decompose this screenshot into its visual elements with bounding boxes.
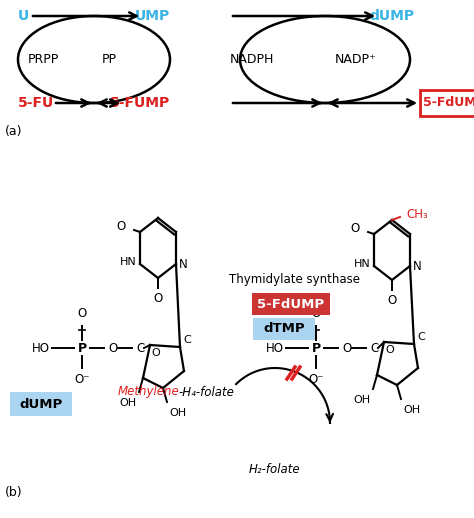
Text: O: O bbox=[342, 341, 351, 354]
Text: C: C bbox=[417, 332, 425, 342]
Text: NADPH: NADPH bbox=[230, 53, 274, 66]
Text: O: O bbox=[152, 348, 160, 358]
Text: 5-FdUMP: 5-FdUMP bbox=[423, 96, 474, 109]
Text: O: O bbox=[386, 345, 394, 355]
Text: HN: HN bbox=[120, 257, 137, 267]
Text: dTMP: dTMP bbox=[263, 323, 305, 336]
Text: 5-FU: 5-FU bbox=[18, 96, 54, 110]
Text: NADP⁺: NADP⁺ bbox=[335, 53, 377, 66]
Text: O: O bbox=[387, 294, 397, 307]
Text: 5-FdUMP: 5-FdUMP bbox=[257, 297, 325, 310]
Text: (a): (a) bbox=[5, 125, 22, 138]
Text: UMP: UMP bbox=[135, 9, 170, 23]
Text: P: P bbox=[311, 341, 320, 354]
Text: C: C bbox=[136, 341, 144, 354]
Text: Thymidylate synthase: Thymidylate synthase bbox=[229, 274, 361, 286]
Text: C: C bbox=[370, 341, 378, 354]
Text: dUMP: dUMP bbox=[370, 9, 415, 23]
Text: O⁻: O⁻ bbox=[74, 373, 90, 386]
Text: OH: OH bbox=[354, 395, 371, 405]
Text: O: O bbox=[77, 307, 87, 320]
FancyBboxPatch shape bbox=[253, 318, 315, 340]
Text: CH₃: CH₃ bbox=[406, 208, 428, 221]
Text: 5-FUMP: 5-FUMP bbox=[110, 96, 170, 110]
Text: -H₄-folate: -H₄-folate bbox=[178, 385, 234, 398]
Text: H₂-folate: H₂-folate bbox=[249, 463, 301, 476]
Text: O: O bbox=[351, 222, 360, 235]
Text: (b): (b) bbox=[5, 486, 23, 499]
Text: C: C bbox=[183, 335, 191, 345]
Text: OH: OH bbox=[120, 398, 137, 408]
Text: OH: OH bbox=[403, 405, 420, 415]
FancyBboxPatch shape bbox=[10, 392, 72, 416]
Text: O: O bbox=[311, 307, 320, 320]
Text: O: O bbox=[108, 341, 117, 354]
Text: HN: HN bbox=[354, 259, 371, 269]
Text: O⁻: O⁻ bbox=[308, 373, 324, 386]
Text: N: N bbox=[413, 260, 422, 272]
Text: PP: PP bbox=[102, 53, 117, 66]
Text: U: U bbox=[18, 9, 29, 23]
Text: dUMP: dUMP bbox=[19, 397, 63, 410]
Text: N: N bbox=[179, 257, 188, 270]
Text: HO: HO bbox=[32, 341, 50, 354]
Text: O: O bbox=[117, 220, 126, 233]
Text: HO: HO bbox=[266, 341, 284, 354]
FancyBboxPatch shape bbox=[420, 90, 474, 116]
Text: O: O bbox=[154, 292, 163, 305]
Text: PRPP: PRPP bbox=[28, 53, 59, 66]
Text: OH: OH bbox=[169, 408, 186, 418]
Text: Methylene: Methylene bbox=[118, 385, 180, 398]
Text: P: P bbox=[77, 341, 87, 354]
FancyBboxPatch shape bbox=[252, 293, 330, 315]
